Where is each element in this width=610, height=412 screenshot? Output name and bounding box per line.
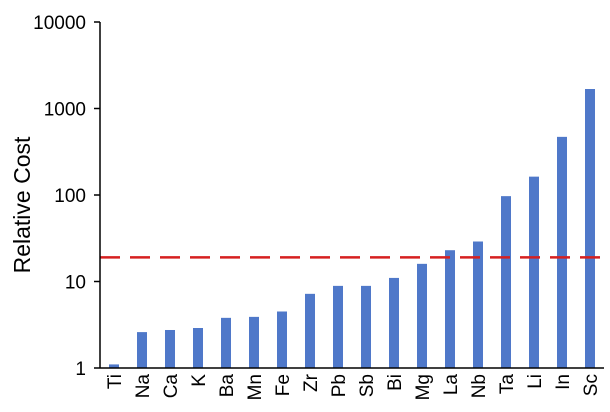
y-axis-ticks: 1 10 100 1000 10000 [33, 13, 100, 380]
bar-ba [221, 317, 231, 368]
y-tick-label: 10 [65, 273, 86, 294]
x-tick-label: Na [133, 374, 154, 399]
x-tick-label: K [189, 374, 210, 387]
x-tick-label: Sc [581, 374, 602, 396]
bar-ta [501, 196, 511, 368]
bar-sb [361, 285, 371, 368]
x-tick-label: Fe [273, 374, 294, 396]
bar-li [529, 176, 539, 368]
bars [109, 89, 595, 369]
x-tick-label: Ti [105, 374, 126, 389]
x-tick-label: In [553, 374, 574, 390]
x-tick-label: Li [525, 374, 546, 389]
bar-mn [249, 316, 259, 368]
x-tick-label: Mn [245, 374, 266, 400]
bar-ca [165, 329, 175, 368]
bar-nb [473, 241, 483, 368]
bar-sc [585, 89, 595, 369]
bar-la [445, 250, 455, 368]
x-tick-label: Sb [357, 374, 378, 397]
x-tick-label: Mg [413, 374, 434, 400]
x-tick-label: Nb [469, 374, 490, 398]
x-tick-label: Ca [161, 374, 182, 399]
x-tick-label: Zr [301, 373, 322, 392]
y-tick-label: 1 [75, 359, 86, 380]
x-tick-label: Bi [385, 374, 406, 391]
bar-na [137, 332, 147, 368]
x-axis-labels: Ti Na Ca K Ba Mn Fe Zr Pb Sb Bi Mg La Nb Ta Li In Sc [105, 373, 602, 400]
y-axis-label: Relative Cost [9, 136, 35, 273]
x-tick-label: Ba [217, 374, 238, 398]
y-tick-label: 10000 [33, 13, 86, 34]
x-tick-label: Pb [329, 374, 350, 397]
bar-mg [417, 263, 427, 368]
bar-zr [305, 293, 315, 368]
y-tick-label: 1000 [44, 100, 86, 121]
bar-ti [109, 364, 119, 368]
x-tick-label: Ta [497, 374, 518, 395]
y-tick-label: 100 [54, 186, 86, 207]
bar-pb [333, 285, 343, 368]
bar-fe [277, 311, 287, 368]
bar-k [193, 328, 203, 368]
x-tick-label: La [441, 374, 462, 396]
bar-in [557, 136, 567, 368]
bar-bi [389, 277, 399, 368]
